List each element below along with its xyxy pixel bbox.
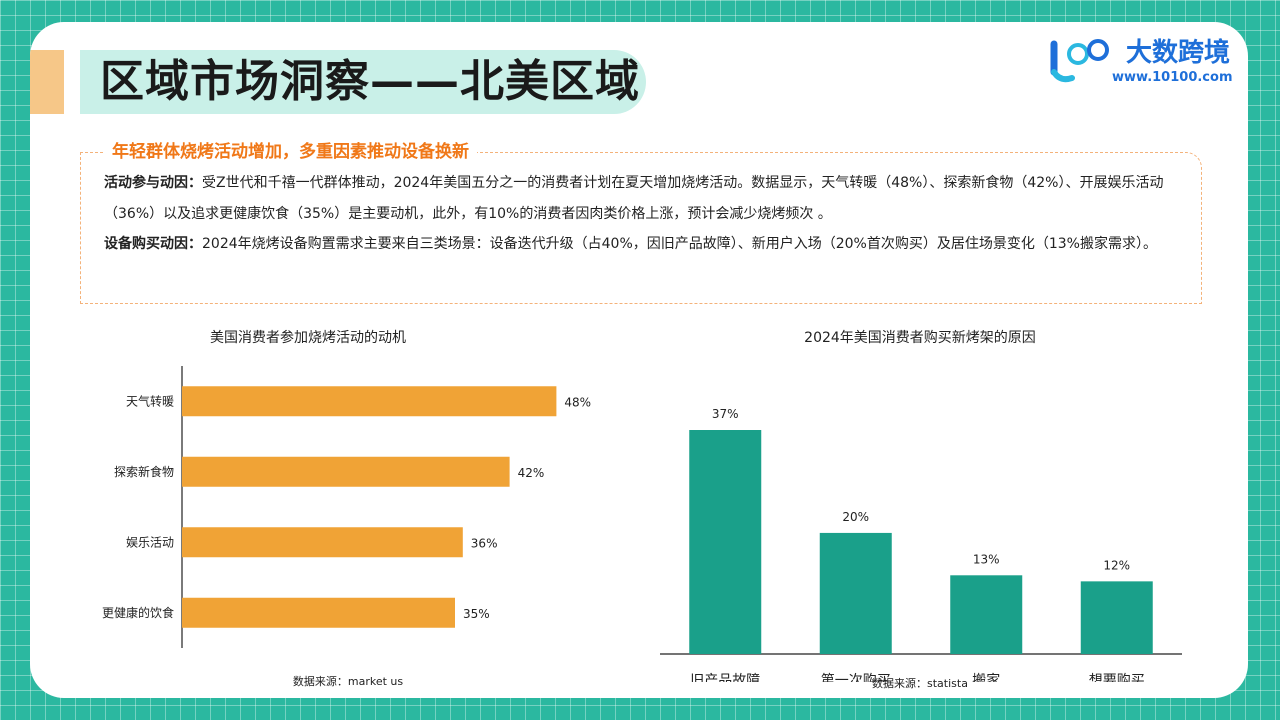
chart-title-grill-reasons: 2024年美国消费者购买新烤架的原因 <box>804 330 1036 346</box>
source-motivation: 数据来源：market us <box>292 675 404 688</box>
bar-1 <box>819 532 892 654</box>
bar-2 <box>950 575 1023 654</box>
category-label-3: 更健康的饮食 <box>102 605 174 620</box>
bar-0 <box>182 386 557 417</box>
value-label-3: 12% <box>1103 558 1130 572</box>
source-grill-reasons: 数据来源：statista <box>872 677 968 690</box>
category-label-0: 天气转暖 <box>126 393 174 408</box>
paragraph-text-equipment: 2024年烧烤设备购置需求主要来自三类场景：设备迭代升级（占40%，因旧产品故障… <box>202 236 1157 252</box>
motivation-bar-chart: 天气转暖 48% 探索新食物 42% 娱乐活动 36% 更健康的饮食 35% <box>102 366 591 648</box>
logo-mark-icon <box>1050 39 1109 83</box>
bar-3 <box>1080 581 1153 654</box>
logo-text: 大数跨境 <box>1126 38 1231 68</box>
value-label-1: 42% <box>518 466 545 480</box>
category-label-1: 探索新食物 <box>114 464 174 479</box>
slide-card: 区域市场洞察——北美区域 大数跨境 www.10100.com 年轻群体烧烤活动… <box>30 22 1248 698</box>
value-label-3: 35% <box>463 607 490 621</box>
value-label-0: 48% <box>564 395 591 409</box>
insight-box <box>80 152 1202 304</box>
insight-paragraph-equipment: 设备购买动因：2024年烧烤设备购置需求主要来自三类场景：设备迭代升级（占40%… <box>104 229 1184 260</box>
category-label-3: 想要购买 <box>1089 673 1145 682</box>
brand-logo[interactable]: 大数跨境 www.10100.com <box>1044 38 1234 86</box>
paragraph-text-activity: 受Z世代和千禧一代群体推动，2024年美国五分之一的消费者计划在夏天增加烧烤活动… <box>104 175 1164 222</box>
paragraph-label-equipment: 设备购买动因： <box>104 236 202 252</box>
value-label-2: 13% <box>973 552 1000 566</box>
insight-heading: 年轻群体烧烤活动增加，多重因素推动设备换新 <box>104 139 477 165</box>
category-label-2: 娱乐活动 <box>126 535 174 549</box>
value-label-0: 37% <box>712 407 739 421</box>
value-label-1: 20% <box>842 510 869 524</box>
bar-2 <box>182 527 463 558</box>
grill-reasons-bar-chart: 37% 旧产品故障 20% 第一次购买 13% 搬家 12% 想要购买 <box>660 407 1182 682</box>
category-label-0: 旧产品故障 <box>690 673 760 682</box>
title-accent-block <box>30 50 64 114</box>
insight-paragraph-activity: 活动参与动因：受Z世代和千禧一代群体推动，2024年美国五分之一的消费者计划在夏… <box>104 168 1184 229</box>
bar-3 <box>182 597 455 628</box>
title-pill <box>80 50 646 114</box>
logo-url: www.10100.com <box>1112 70 1233 85</box>
bar-1 <box>182 456 510 487</box>
paragraph-label-activity: 活动参与动因： <box>104 175 202 191</box>
value-label-2: 36% <box>471 536 498 550</box>
chart-title-motivation: 美国消费者参加烧烤活动的动机 <box>210 330 406 346</box>
category-label-2: 搬家 <box>972 672 1000 682</box>
bar-0 <box>689 430 762 654</box>
page-title: 区域市场洞察——北美区域 <box>100 56 640 107</box>
category-label-1: 第一次购买 <box>821 672 891 682</box>
